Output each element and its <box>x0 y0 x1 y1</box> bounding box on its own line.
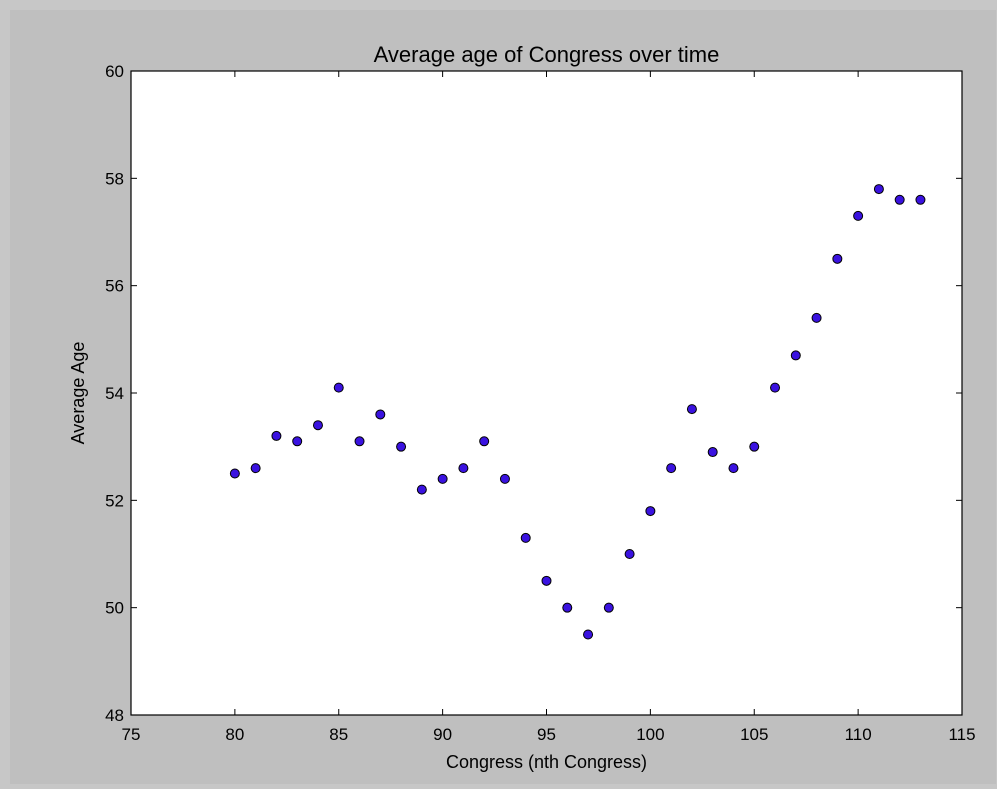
scatter-chart: 75 80 85 90 95 100 105 110 115 48 50 52 54 56 58 60 Ave… <box>68 42 976 772</box>
data-point <box>873 184 884 195</box>
data-point <box>229 468 240 479</box>
data-point <box>499 473 510 484</box>
y-tick-label: 60 <box>105 62 124 81</box>
y-tick-label: 58 <box>105 169 124 188</box>
y-tick-label: 56 <box>105 277 124 296</box>
data-point <box>915 194 926 205</box>
y-axis-title: Average Age <box>68 342 88 445</box>
data-point <box>375 409 386 420</box>
data-point <box>396 441 407 452</box>
data-point <box>728 463 739 474</box>
chart-title: Average age of Congress over time <box>374 42 720 67</box>
data-point <box>853 210 864 221</box>
x-tick-label: 105 <box>740 725 768 744</box>
x-axis-title: Congress (nth Congress) <box>446 752 647 772</box>
data-point <box>562 602 573 613</box>
data-point <box>707 447 718 458</box>
data-point <box>250 463 261 474</box>
plot-area <box>130 70 963 716</box>
x-tick-label: 85 <box>329 725 348 744</box>
y-tick-label: 50 <box>105 599 124 618</box>
x-tick-label: 95 <box>537 725 556 744</box>
data-point <box>458 463 469 474</box>
data-point <box>292 436 303 447</box>
y-tick-label: 48 <box>105 706 124 725</box>
x-tick-label: 110 <box>845 725 872 744</box>
data-point <box>354 436 365 447</box>
data-point <box>790 350 801 361</box>
data-point <box>603 602 614 613</box>
figure: 75 80 85 90 95 100 105 110 115 48 50 52 54 56 58 60 Ave… <box>10 10 996 784</box>
data-point <box>541 575 552 586</box>
data-point <box>333 382 344 393</box>
data-point <box>811 312 822 323</box>
data-point <box>770 382 781 393</box>
data-point <box>479 436 490 447</box>
data-point <box>437 473 448 484</box>
data-point <box>749 441 760 452</box>
data-point <box>832 253 843 264</box>
data-point <box>645 506 656 517</box>
data-point <box>624 549 635 559</box>
x-tick-label: 115 <box>948 725 975 744</box>
data-point <box>894 194 905 205</box>
data-point <box>416 484 427 495</box>
data-point <box>520 532 531 543</box>
x-tick-label: 90 <box>433 725 452 744</box>
data-point <box>686 404 697 415</box>
data-point <box>583 629 594 640</box>
data-point <box>666 463 677 474</box>
data-point <box>271 430 282 441</box>
y-tick-label: 52 <box>105 491 124 510</box>
y-tick-label: 54 <box>105 384 124 403</box>
x-tick-label: 100 <box>636 725 664 744</box>
x-tick-label: 80 <box>225 725 244 744</box>
data-point <box>312 420 323 431</box>
x-tick-label: 75 <box>122 725 141 744</box>
